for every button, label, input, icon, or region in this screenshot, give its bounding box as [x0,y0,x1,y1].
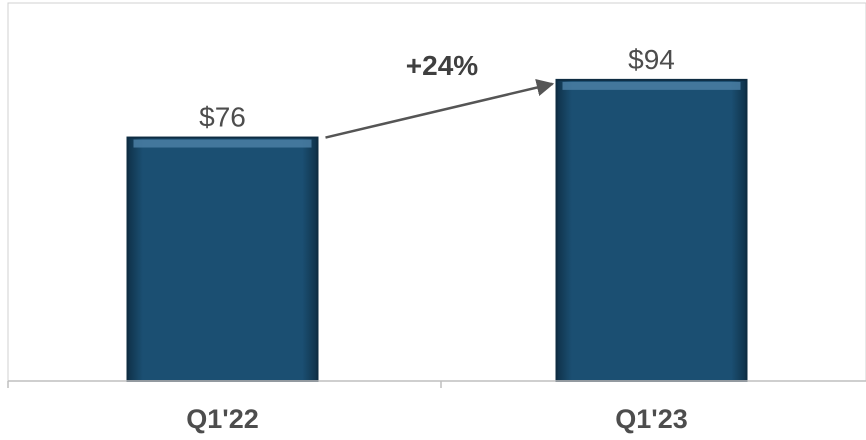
x-tick-label: Q1'22 [186,404,258,434]
bar-rect [555,78,748,383]
growth-annotation: +24% [325,50,555,139]
bar-1 [126,136,319,382]
bar-rect [126,136,319,382]
x-tick-label: Q1'23 [615,404,687,434]
growth-percent-label: +24% [406,50,478,81]
bar-value-label: $94 [628,44,675,75]
labels-layer: $76 Q1'22 $94 Q1'23 [186,44,687,434]
bar-value-label: $76 [199,102,246,133]
bar-bevel-highlight [562,81,741,90]
bar-bevel-highlight [133,139,312,148]
growth-arrow [325,78,555,139]
bar-2 [555,78,748,383]
